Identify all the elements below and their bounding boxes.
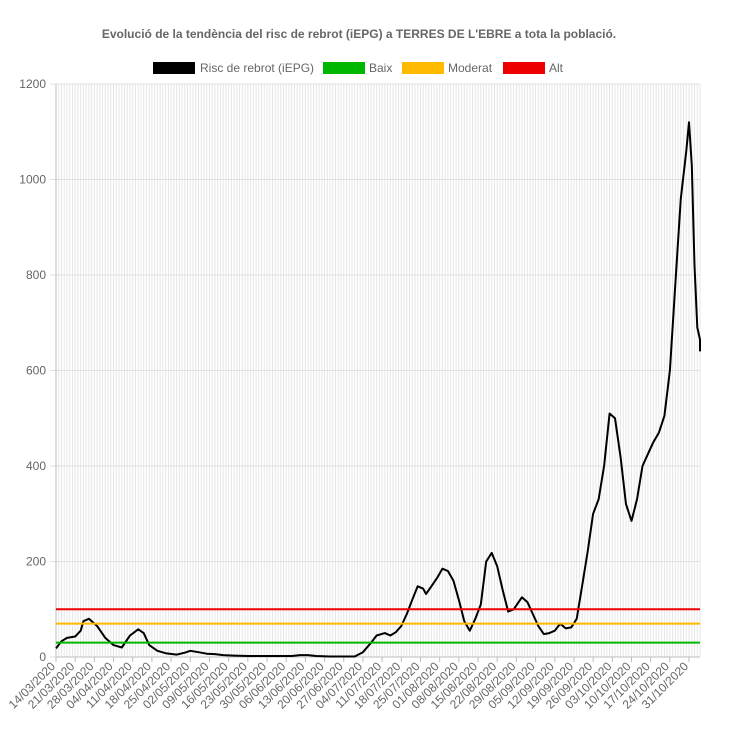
legend-swatch xyxy=(323,62,365,74)
legend: Risc de rebrot (iEPG) Baix Moderat Alt xyxy=(153,61,564,75)
legend-swatch xyxy=(402,62,444,74)
legend-label: Moderat xyxy=(448,61,493,75)
legend-label: Baix xyxy=(369,61,392,75)
y-tick-label: 200 xyxy=(26,555,46,569)
legend-label: Alt xyxy=(549,61,564,75)
y-tick-label: 600 xyxy=(26,364,46,378)
y-tick-label: 1000 xyxy=(19,173,46,187)
axes: 02004006008001000120014/03/202021/03/202… xyxy=(6,77,700,712)
series-layer xyxy=(55,121,701,658)
y-tick-label: 400 xyxy=(26,459,46,473)
legend-swatch xyxy=(503,62,545,74)
chart-title: Evolució de la tendència del risc de reb… xyxy=(102,27,616,41)
series-line-risc-de-rebrot xyxy=(55,121,701,658)
grid xyxy=(50,83,701,658)
y-tick-label: 0 xyxy=(39,650,46,664)
y-tick-label: 1200 xyxy=(19,77,46,91)
legend-swatch xyxy=(153,62,195,74)
y-tick-label: 800 xyxy=(26,268,46,282)
legend-label: Risc de rebrot (iEPG) xyxy=(200,61,314,75)
